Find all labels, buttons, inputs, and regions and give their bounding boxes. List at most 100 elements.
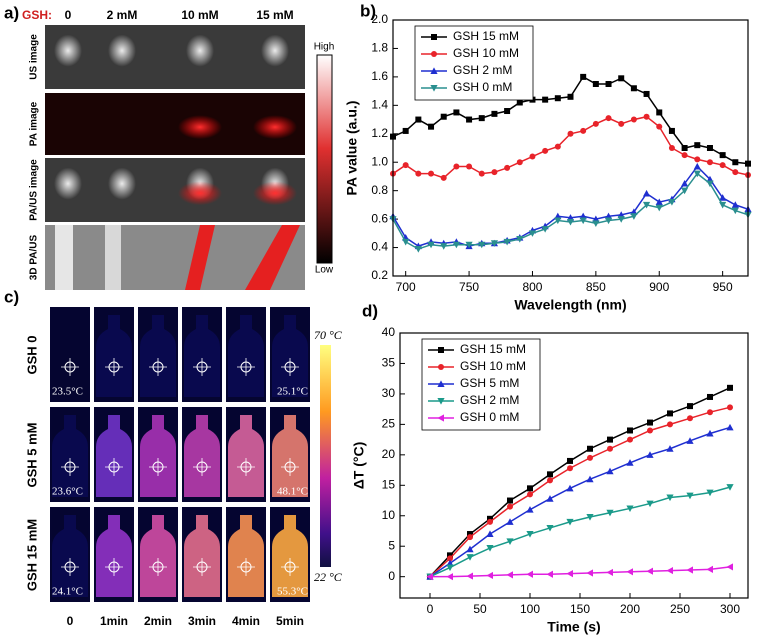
crosshair (237, 458, 255, 476)
data-point (686, 437, 694, 444)
data-point (687, 403, 693, 410)
data-point (466, 554, 474, 561)
y-tick-label: 25 (382, 417, 396, 431)
data-point (504, 164, 511, 171)
temperature-label: 25.1°C (277, 386, 308, 398)
crosshair (149, 458, 167, 476)
image-blob (108, 167, 136, 200)
column-label: 4min (232, 614, 260, 628)
image-blob (261, 34, 289, 67)
data-point (490, 240, 499, 247)
data-point (606, 568, 613, 577)
image-stripe (105, 225, 121, 290)
data-point (507, 497, 513, 504)
vial (96, 515, 132, 597)
data-point (567, 465, 573, 472)
data-point (656, 123, 663, 130)
data-point (719, 194, 727, 201)
x-tick-label: 800 (522, 280, 542, 294)
temperature-label: 48.1°C (277, 486, 308, 498)
row-label: PA image (29, 101, 40, 146)
data-point (693, 170, 701, 178)
column-label: 2min (144, 614, 172, 628)
data-point (466, 545, 474, 553)
data-point (527, 485, 533, 492)
y-tick-label: 0.8 (371, 183, 388, 197)
data-point (646, 567, 653, 575)
data-point (707, 409, 713, 416)
data-point (503, 238, 511, 246)
crosshair (61, 358, 79, 376)
legend-marker (437, 380, 445, 387)
data-point (681, 187, 689, 195)
data-point (579, 217, 587, 225)
y-tick-label: 0.2 (371, 268, 388, 282)
vial (228, 515, 264, 597)
legend-label: GSH 5 mM (460, 376, 519, 390)
x-axis-label: Time (s) (547, 619, 600, 635)
data-point (446, 573, 453, 581)
data-point (647, 427, 653, 434)
data-point (687, 415, 693, 422)
image-blob (54, 167, 82, 200)
data-point (646, 500, 654, 508)
series-line (429, 486, 731, 578)
data-point (567, 93, 574, 100)
y-tick-label: 20 (382, 447, 396, 461)
column-label: 3min (188, 614, 216, 628)
data-point (667, 410, 673, 417)
column-label: 15 mM (256, 8, 293, 22)
data-point (618, 75, 625, 82)
data-point (686, 566, 693, 574)
y-tick-label: 35 (382, 356, 396, 370)
image-tube (185, 225, 215, 290)
data-point (726, 563, 733, 571)
series-line (430, 566, 731, 578)
y-tick-label: 2.0 (371, 12, 388, 26)
data-point (486, 545, 494, 552)
data-point (630, 85, 637, 92)
data-point (453, 109, 460, 116)
data-point (415, 170, 422, 177)
x-tick-label: 250 (670, 602, 690, 616)
data-point (731, 207, 739, 215)
colorbar-label: 22 °C (314, 570, 343, 584)
data-point (618, 120, 625, 127)
data-point (707, 393, 713, 400)
crosshair (105, 358, 123, 376)
crosshair (237, 358, 255, 376)
x-tick-label: 950 (713, 280, 733, 294)
data-point (491, 169, 498, 176)
data-point (447, 552, 453, 559)
panel-label: b) (360, 1, 376, 20)
data-point (478, 170, 485, 177)
data-point (630, 213, 638, 220)
crosshair (61, 458, 79, 476)
legend-marker (438, 347, 444, 353)
y-tick-label: 0 (388, 569, 395, 583)
data-point (586, 513, 594, 521)
data-point (732, 159, 739, 166)
data-point (719, 201, 727, 209)
data-point (686, 492, 694, 500)
data-point (706, 145, 713, 151)
vial (140, 515, 176, 597)
data-point (719, 152, 726, 159)
data-point (506, 518, 514, 525)
image-blob (54, 34, 82, 67)
data-point (592, 81, 599, 87)
data-point (428, 123, 435, 130)
temperature-label: 55.3°C (277, 586, 308, 598)
data-point (626, 505, 634, 513)
y-tick-label: 1.6 (371, 69, 388, 83)
x-tick-label: 50 (473, 602, 487, 616)
y-tick-label: 0.4 (371, 240, 388, 254)
data-point (566, 218, 575, 226)
data-point (542, 96, 549, 103)
vial (52, 415, 88, 497)
crosshair (193, 558, 211, 576)
legend-label: GSH 0 mM (460, 410, 519, 424)
data-point (586, 475, 594, 483)
data-point (554, 217, 562, 225)
